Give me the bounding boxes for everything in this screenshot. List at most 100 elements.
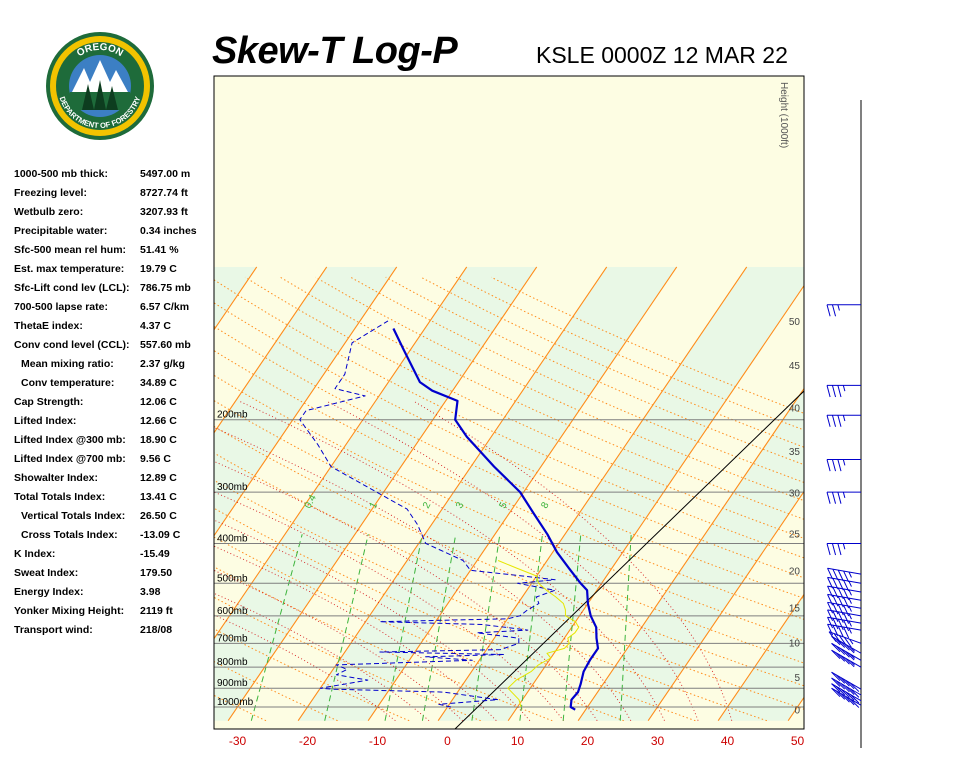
wind-barb bbox=[826, 542, 861, 556]
wind-barb-feather bbox=[842, 459, 846, 466]
index-label: Precipitable water: bbox=[14, 225, 108, 237]
wind-barb-feather bbox=[835, 645, 846, 655]
temperature-band bbox=[214, 266, 537, 721]
wind-barb-feather bbox=[835, 680, 846, 690]
height-tick-label: 20 bbox=[789, 567, 801, 578]
wind-barb-feather bbox=[837, 491, 842, 504]
index-label: Sweat Index: bbox=[14, 567, 79, 579]
wind-barb-feather bbox=[843, 637, 852, 648]
wind-barb-feather bbox=[850, 682, 860, 692]
wind-barb-feather bbox=[826, 304, 831, 317]
wind-barb-feather bbox=[845, 644, 855, 654]
freezing-reference-line bbox=[454, 390, 804, 729]
wind-barb-feather bbox=[833, 633, 842, 644]
index-label: Conv cond level (CCL): bbox=[14, 339, 130, 351]
wind-barb-feather bbox=[826, 415, 831, 427]
dry-adiabat-line bbox=[214, 628, 410, 722]
index-label: Wetbulb zero: bbox=[14, 206, 84, 218]
wind-barb-feather bbox=[827, 585, 834, 598]
wind-barb-feather bbox=[832, 586, 839, 599]
wind-barb bbox=[826, 459, 861, 472]
oregon-forestry-logo: OREGON DEPARTMENT OF FORESTRY bbox=[46, 32, 154, 140]
wind-barb-feather bbox=[832, 617, 839, 630]
isotherm-line bbox=[577, 387, 804, 722]
wind-barb-feather bbox=[845, 685, 855, 696]
index-label: Sfc-Lift cond lev (LCL): bbox=[14, 282, 130, 294]
wind-barb bbox=[826, 384, 861, 398]
index-value: 5497.00 m bbox=[140, 168, 191, 180]
wind-barb-feather bbox=[828, 631, 837, 642]
wind-barb-feather bbox=[843, 579, 850, 592]
wind-barb-feather bbox=[827, 568, 834, 580]
wind-barb-feather bbox=[850, 660, 855, 666]
index-value: 12.89 C bbox=[140, 472, 177, 484]
wind-barb-feather bbox=[832, 595, 839, 607]
index-value: 34.89 C bbox=[140, 377, 177, 389]
wind-barb-feather bbox=[848, 613, 852, 620]
wind-barb-feather bbox=[826, 543, 831, 556]
mixing-ratio-line bbox=[619, 534, 632, 721]
isotherm-line bbox=[717, 593, 804, 722]
index-label: Lifted Index @300 mb: bbox=[14, 434, 126, 446]
index-value: 179.50 bbox=[140, 567, 173, 579]
index-value: 3.98 bbox=[140, 586, 161, 598]
pressure-label: 700mb bbox=[217, 633, 248, 644]
index-label: Yonker Mixing Height: bbox=[14, 605, 125, 617]
mixing-ratio-label: 1 bbox=[368, 500, 381, 510]
wind-barb-feather bbox=[843, 588, 850, 601]
wind-barb-feather bbox=[845, 657, 855, 668]
wind-barb-feather bbox=[832, 578, 839, 590]
mixing-ratio-line bbox=[519, 534, 543, 721]
index-value: 19.79 C bbox=[140, 263, 177, 275]
temperature-band bbox=[858, 267, 960, 721]
moist-adiabat-line bbox=[214, 519, 531, 721]
index-value: 12.06 C bbox=[140, 396, 177, 408]
index-label: 700-500 lapse rate: bbox=[14, 301, 108, 313]
wind-barb bbox=[826, 414, 861, 427]
height-tick-label: 30 bbox=[789, 489, 801, 500]
plot-frame bbox=[213, 75, 805, 730]
wind-barb-feather bbox=[832, 624, 839, 637]
wind-barb bbox=[828, 631, 862, 648]
wind-barb-feather bbox=[842, 385, 846, 392]
wind-barb-feather bbox=[835, 690, 846, 700]
isotherm-line bbox=[437, 266, 748, 722]
wind-barb-feather bbox=[842, 543, 846, 550]
index-label: Energy Index: bbox=[14, 586, 84, 598]
index-value: -15.49 bbox=[140, 548, 170, 560]
wind-barb-feather bbox=[826, 459, 831, 472]
dewpoint-profile-line bbox=[299, 320, 556, 708]
wind-barb-feather bbox=[837, 587, 844, 600]
wind-barb bbox=[827, 593, 862, 609]
index-label: Est. max temperature: bbox=[14, 263, 125, 275]
moist-adiabat-line bbox=[214, 545, 497, 722]
index-label: Vertical Totals Index: bbox=[21, 510, 126, 522]
moist-adiabat-line bbox=[214, 592, 430, 722]
station-datetime: KSLE 0000Z 12 MAR 22 bbox=[536, 42, 788, 68]
index-value: 786.75 mb bbox=[140, 282, 191, 294]
chart-title: Skew-T Log-P bbox=[212, 30, 458, 72]
index-value: 557.60 mb bbox=[140, 339, 191, 351]
wind-barb-feather bbox=[843, 612, 850, 624]
height-tick-label: 0 bbox=[794, 706, 800, 717]
wind-barb-feather bbox=[827, 616, 834, 629]
index-value: 2.37 g/kg bbox=[140, 358, 185, 370]
wind-barb-feather bbox=[843, 597, 850, 609]
isotherm-line bbox=[297, 266, 608, 722]
wind-barb-feather bbox=[831, 304, 837, 317]
wind-barb-feather bbox=[848, 580, 852, 587]
mixing-ratio-label: 3 bbox=[454, 500, 467, 510]
index-label: 1000-500 mb thick: bbox=[14, 168, 108, 180]
wind-barb bbox=[831, 642, 862, 661]
wind-barb-feather bbox=[848, 571, 852, 578]
index-value: 4.37 C bbox=[140, 320, 171, 332]
wind-barb-feather bbox=[848, 627, 852, 634]
x-tick-label: -10 bbox=[369, 734, 387, 748]
wind-barb-feather bbox=[837, 569, 844, 582]
x-tick-label: 20 bbox=[581, 734, 595, 748]
index-value: 0.34 inches bbox=[140, 225, 197, 237]
wind-barb-feather bbox=[837, 611, 844, 623]
plot-area bbox=[214, 76, 960, 729]
wind-barb-feather bbox=[840, 641, 850, 651]
